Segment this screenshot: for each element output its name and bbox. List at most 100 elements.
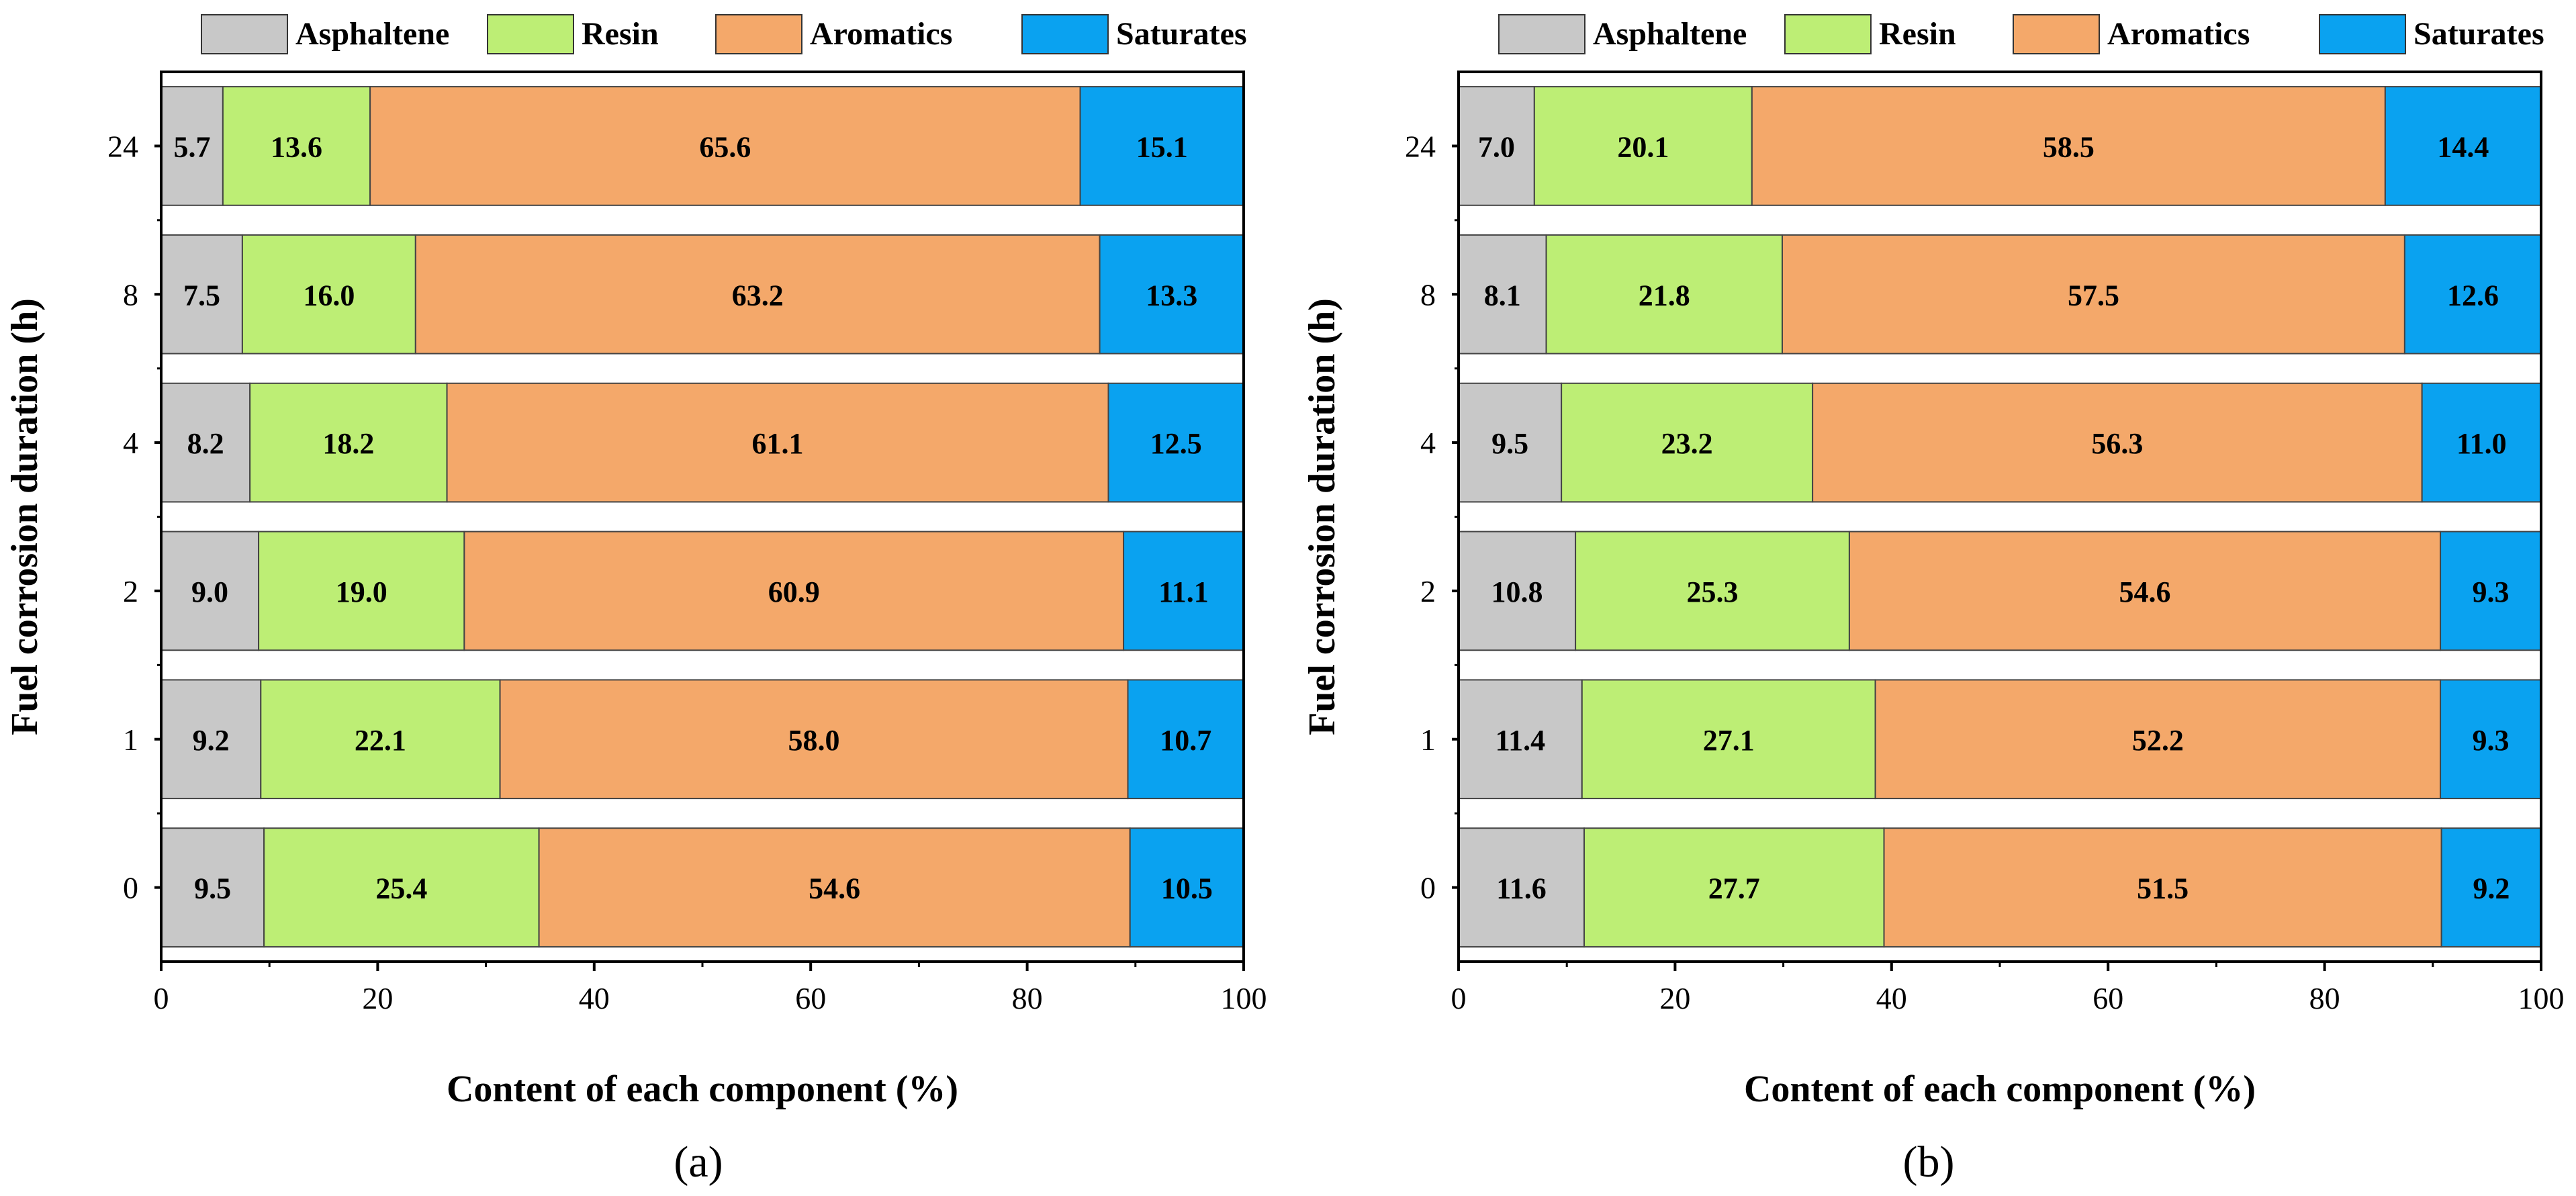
data-label: 13.3 <box>1146 279 1197 312</box>
legend-swatch <box>487 14 574 54</box>
data-label: 11.1 <box>1158 576 1209 608</box>
data-label: 8.1 <box>1484 279 1521 312</box>
bar-aromatics-24h <box>369 86 1081 206</box>
data-label: 8.2 <box>187 427 224 460</box>
y-tick-label: 2 <box>123 574 138 608</box>
legend-label: Saturates <box>1116 16 1247 52</box>
data-label: 10.7 <box>1160 724 1211 757</box>
y-tick-label: 1 <box>123 723 138 757</box>
bar-saturates-0h <box>2440 827 2542 948</box>
data-label: 15.1 <box>1136 130 1188 163</box>
bar-resin-2h <box>258 531 465 651</box>
data-label: 18.2 <box>322 427 374 460</box>
data-label: 11.6 <box>1496 872 1547 905</box>
data-label: 27.7 <box>1708 872 1760 905</box>
bar-aromatics-0h <box>538 827 1131 948</box>
data-label: 54.6 <box>2119 576 2171 608</box>
bar-saturates-2h <box>1123 531 1244 651</box>
data-label: 60.9 <box>768 576 820 608</box>
data-label: 16.0 <box>303 279 355 312</box>
legend-label: Asphaltene <box>295 16 449 52</box>
x-tick-label: 40 <box>1876 981 1907 1015</box>
data-label: 23.2 <box>1661 427 1713 460</box>
y-tick-label: 2 <box>1420 574 1436 608</box>
bar-saturates-1h <box>1127 679 1244 800</box>
bar-aromatics-1h <box>1874 679 2442 800</box>
data-label: 19.0 <box>336 576 387 608</box>
bar-resin-4h <box>249 382 448 503</box>
bar-asphaltene-0h <box>160 827 265 948</box>
data-label: 65.6 <box>699 130 751 163</box>
legend-swatch <box>2013 14 2100 54</box>
data-label: 10.8 <box>1491 576 1543 608</box>
bar-asphaltene-2h <box>1458 531 1577 651</box>
x-tick-label: 80 <box>1012 981 1043 1015</box>
bar-resin-24h <box>1533 86 1753 206</box>
bar-asphaltene-24h <box>1458 86 1535 206</box>
bar-aromatics-4h <box>1812 382 2423 503</box>
x-axis-title: Content of each component (%) <box>1744 1068 2256 1110</box>
y-axis-title: Fuel corrosion duration (h) <box>1301 298 1343 735</box>
bar-asphaltene-1h <box>160 679 262 800</box>
bar-aromatics-8h <box>1781 234 2405 355</box>
bar-resin-8h <box>1545 234 1783 355</box>
y-tick-label: 4 <box>123 426 138 460</box>
bar-asphaltene-24h <box>160 86 224 206</box>
legend-label: Aromatics <box>2107 16 2250 52</box>
data-label: 54.6 <box>809 872 860 905</box>
data-label: 5.7 <box>173 130 210 163</box>
bar-aromatics-8h <box>414 234 1101 355</box>
legend-item-aromatics: Aromatics <box>715 14 952 54</box>
x-tick-label: 60 <box>2092 981 2123 1015</box>
bar-asphaltene-4h <box>1458 382 1563 503</box>
x-axis-title: Content of each component (%) <box>447 1068 958 1110</box>
data-label: 12.6 <box>2447 279 2499 312</box>
bar-resin-24h <box>222 86 371 206</box>
x-tick-label: 20 <box>362 981 393 1015</box>
data-label: 9.2 <box>193 724 230 757</box>
legend-item-resin: Resin <box>487 14 659 54</box>
data-label: 52.2 <box>2132 724 2184 757</box>
data-label: 21.8 <box>1639 279 1690 312</box>
data-label: 58.0 <box>788 724 840 757</box>
legend-item-asphaltene: Asphaltene <box>201 14 449 54</box>
bar-resin-1h <box>1581 679 1876 800</box>
legend-item-resin: Resin <box>1784 14 1956 54</box>
bar-saturates-4h <box>2421 382 2542 503</box>
legend-swatch <box>1021 14 1109 54</box>
panel-label: (b) <box>1903 1138 1955 1187</box>
data-label: 9.5 <box>1491 427 1528 460</box>
data-label: 25.4 <box>375 872 427 905</box>
bar-saturates-24h <box>2384 86 2542 206</box>
data-label: 58.5 <box>2043 130 2095 163</box>
data-label: 11.4 <box>1496 724 1546 757</box>
legend-label: Resin <box>582 16 659 52</box>
bars: 7.0 20.1 58.5 14.4 8.1 21.8 57.5 12.6 9.5 23.2 56.… <box>1458 86 2542 948</box>
legend-item-aromatics: Aromatics <box>2013 14 2250 54</box>
legend-swatch <box>1784 14 1872 54</box>
data-label: 9.3 <box>2473 724 2510 757</box>
x-tick-label: 100 <box>1221 981 1267 1015</box>
bar-resin-8h <box>241 234 416 355</box>
data-label: 10.5 <box>1161 872 1213 905</box>
bar-resin-0h <box>1583 827 1885 948</box>
bar-aromatics-24h <box>1751 86 2386 206</box>
data-label: 9.3 <box>2473 576 2510 608</box>
y-tick-label: 8 <box>123 277 138 312</box>
bar-aromatics-2h <box>1848 531 2442 651</box>
y-tick-label: 0 <box>1420 871 1436 905</box>
data-label: 7.0 <box>1478 130 1515 163</box>
x-tick-label: 40 <box>579 981 610 1015</box>
bar-resin-1h <box>260 679 501 800</box>
chart-panel-a: Asphaltene Resin Aromatics Saturates 5.7 13.6… <box>4 14 1267 1187</box>
data-label: 14.4 <box>2437 130 2489 163</box>
data-label: 63.2 <box>732 279 784 312</box>
y-tick-label: 0 <box>123 871 138 905</box>
legend-swatch <box>2319 14 2406 54</box>
data-label: 27.1 <box>1703 724 1755 757</box>
panel-label: (a) <box>674 1138 723 1187</box>
legend-item-saturates: Saturates <box>2319 14 2544 54</box>
x-tick-label: 60 <box>795 981 826 1015</box>
bar-asphaltene-8h <box>160 234 243 355</box>
data-label: 11.0 <box>2456 427 2507 460</box>
